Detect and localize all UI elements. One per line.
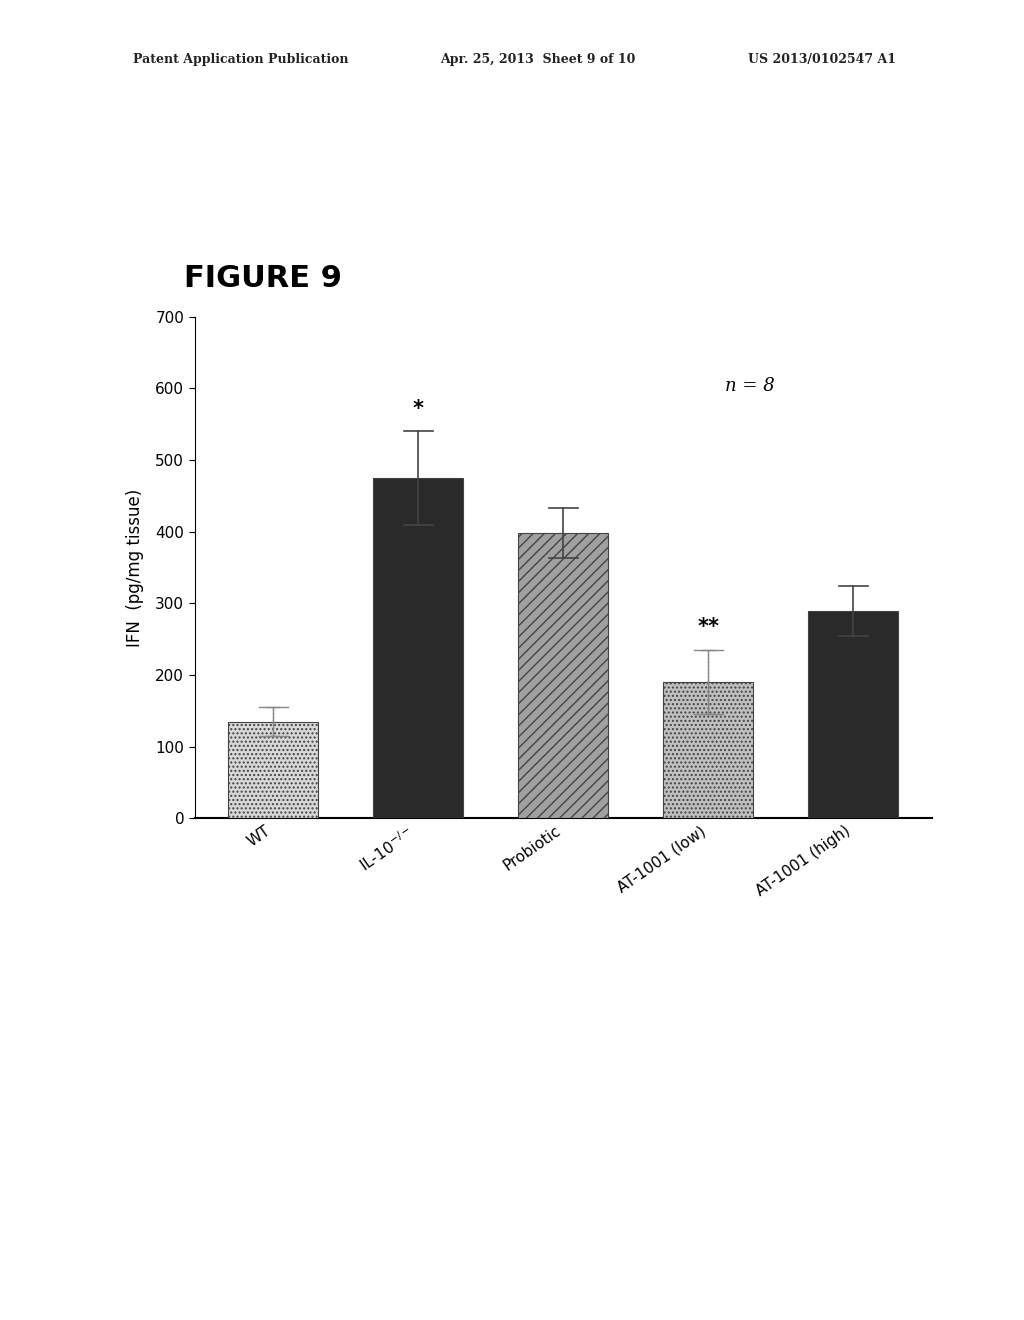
Text: n = 8: n = 8 [725,378,775,395]
Bar [518,533,608,818]
Text: Patent Application Publication: Patent Application Publication [133,53,348,66]
Bar [664,682,754,818]
Bar [808,611,898,818]
Text: US 2013/0102547 A1: US 2013/0102547 A1 [748,53,896,66]
Bar [228,722,318,818]
Text: Apr. 25, 2013  Sheet 9 of 10: Apr. 25, 2013 Sheet 9 of 10 [440,53,636,66]
Text: FIGURE 9: FIGURE 9 [184,264,342,293]
Bar [373,478,463,818]
Text: *: * [413,399,424,418]
Y-axis label: IFN  (pg/mg tissue): IFN (pg/mg tissue) [126,488,144,647]
Text: **: ** [697,618,719,638]
